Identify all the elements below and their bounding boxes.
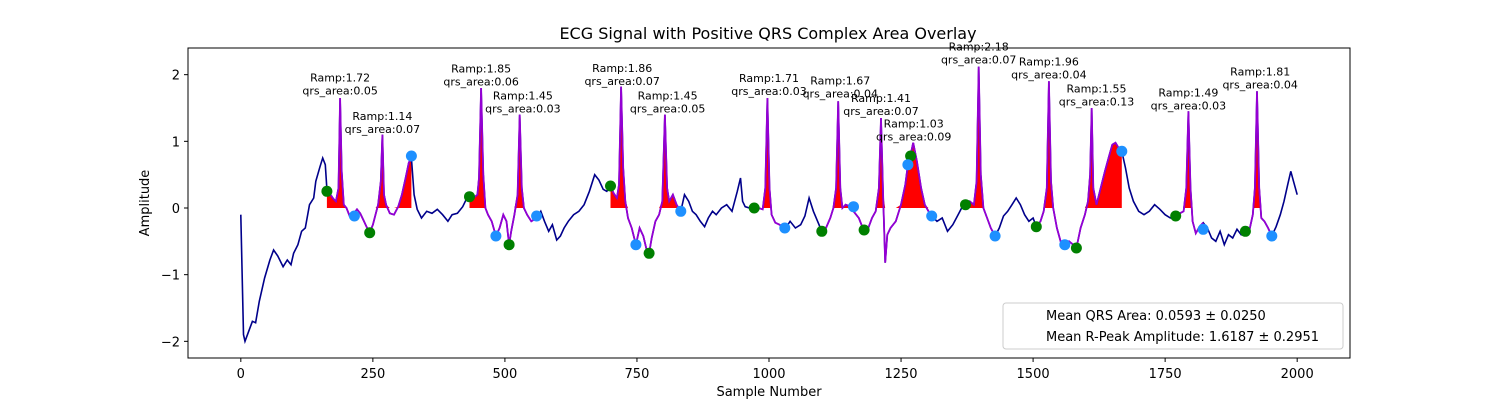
plot-area: Ramp:1.72qrs_area:0.05Ramp:1.14qrs_area:… [240, 41, 1298, 345]
beat-qrs-area-label-2: qrs_area:0.07 [345, 123, 420, 136]
qrs-area-fill-3 [469, 88, 496, 208]
beat-qrs-area-label-8: qrs_area:0.04 [803, 88, 878, 101]
beat-ramp-label-1: Ramp:1.72 [310, 71, 370, 84]
beat-ramp-label-14: Ramp:1.49 [1158, 87, 1218, 100]
beat-qrs-area-label-10: qrs_area:0.09 [876, 130, 951, 143]
beat-ramp-label-12: Ramp:1.96 [1019, 55, 1079, 68]
beat-ramp-label-13: Ramp:1.55 [1066, 83, 1126, 96]
y-tick-label: −2 [161, 335, 180, 350]
qrs-onset-marker-11 [960, 199, 971, 211]
qrs-onset-marker-3 [464, 191, 475, 203]
qrs-area-fill-2 [369, 134, 412, 208]
beat-ramp-label-2: Ramp:1.14 [352, 110, 412, 123]
beat-qrs-area-label-3: qrs_area:0.06 [443, 76, 518, 89]
qrs-offset-marker-1 [348, 210, 360, 222]
x-tick-label: 250 [360, 367, 385, 382]
qrs-offset-marker-11 [989, 230, 1001, 242]
x-tick-label: 1750 [1149, 367, 1182, 382]
beat-ramp-label-9: Ramp:1.41 [851, 92, 911, 105]
qrs-segment-5 [821, 101, 933, 263]
qrs-offset-marker-6 [675, 205, 687, 217]
beat-ramp-label-6: Ramp:1.45 [638, 89, 698, 102]
x-tick-label: 750 [625, 367, 650, 382]
x-tick-label: 0 [237, 367, 245, 382]
x-axis-label: Sample Number [716, 385, 822, 400]
qrs-offset-marker-7 [779, 222, 791, 234]
beat-qrs-area-label-5: qrs_area:0.07 [584, 75, 659, 88]
qrs-onset-marker-6 [643, 247, 655, 259]
y-tick-label: 0 [172, 202, 180, 217]
legend-box [1002, 302, 1344, 350]
qrs-onset-marker-8 [816, 225, 828, 237]
qrs-onset-marker-4 [503, 239, 515, 251]
qrs-segment-4 [753, 97, 786, 230]
qrs-segment-8 [1175, 111, 1204, 236]
x-tick-label: 2000 [1281, 367, 1314, 382]
beat-ramp-label-3: Ramp:1.85 [451, 63, 511, 76]
beat-ramp-label-8: Ramp:1.67 [810, 75, 870, 88]
qrs-onset-marker-10 [905, 150, 917, 162]
qrs-segment-7 [1035, 81, 1123, 250]
beat-qrs-area-label-1: qrs_area:0.05 [302, 84, 377, 97]
beat-qrs-area-label-14: qrs_area:0.03 [1151, 100, 1226, 113]
beat-qrs-area-label-11: qrs_area:0.07 [941, 54, 1016, 67]
y-tick-label: −1 [161, 269, 180, 284]
qrs-area-fill-5 [610, 86, 636, 208]
qrs-area-fill-6 [649, 114, 681, 208]
y-axis: −2 −1 0 1 2 [161, 69, 188, 350]
qrs-segment-2 [468, 87, 538, 245]
chart-title: ECG Signal with Positive QRS Complex Are… [559, 24, 976, 43]
qrs-offset-marker-4 [531, 210, 543, 222]
y-tick-label: 1 [172, 135, 180, 150]
beat-qrs-area-label-6: qrs_area:0.05 [630, 102, 705, 115]
qrs-onset-marker-9 [858, 224, 870, 236]
beat-ramp-label-7: Ramp:1.71 [739, 72, 799, 85]
legend-entry-qrs-area: Mean QRS Area: 0.0593 ± 0.0250 [1046, 309, 1266, 324]
x-tick-label: 1250 [884, 367, 917, 382]
beat-qrs-area-label-12: qrs_area:0.04 [1011, 68, 1086, 81]
x-axis: 0 250 500 750 1000 1250 1500 1750 2000 [237, 358, 1314, 382]
qrs-onset-marker-1 [321, 185, 333, 197]
qrs-offset-marker-14 [1197, 223, 1209, 235]
legend-entry-r-peak: Mean R-Peak Amplitude: 1.6187 ± 0.2951 [1046, 330, 1319, 345]
qrs-onset-marker-13 [1070, 242, 1082, 254]
qrs-offset-marker-15 [1266, 230, 1278, 242]
beat-ramp-label-15: Ramp:1.81 [1230, 65, 1290, 78]
beat-ramp-label-11: Ramp:2.18 [949, 41, 1009, 54]
qrs-onset-marker-5 [605, 180, 616, 192]
qrs-area-fill-12 [1076, 108, 1122, 208]
x-tick-label: 1500 [1017, 367, 1050, 382]
qrs-onset-marker-14 [1170, 210, 1182, 222]
qrs-offset-marker-5 [630, 239, 642, 251]
qrs-offset-marker-2 [405, 150, 417, 162]
beat-qrs-area-label-4: qrs_area:0.03 [485, 102, 560, 115]
y-tick-label: 2 [172, 69, 180, 84]
qrs-offset-marker-10 [926, 210, 938, 222]
beat-qrs-area-label-7: qrs_area:0.03 [731, 85, 806, 98]
qrs-segment-6 [964, 66, 996, 237]
x-tick-label: 500 [492, 367, 517, 382]
qrs-onset-marker-7 [748, 202, 760, 214]
legend: Mean QRS Area: 0.0593 ± 0.0250 Mean R-Pe… [1002, 302, 1344, 350]
beat-qrs-area-label-9: qrs_area:0.07 [843, 105, 918, 118]
qrs-offset-marker-9 [902, 159, 914, 171]
qrs-onset-marker-12 [1030, 221, 1042, 233]
qrs-offset-marker-3 [490, 230, 502, 242]
qrs-offset-marker-13 [1116, 145, 1128, 157]
qrs-offset-marker-8 [848, 201, 859, 213]
qrs-segment-9 [1245, 91, 1273, 237]
beat-ramp-label-5: Ramp:1.86 [592, 62, 652, 75]
beat-qrs-area-label-15: qrs_area:0.04 [1222, 78, 1297, 91]
beat-ramp-label-4: Ramp:1.45 [493, 89, 553, 102]
beat-ramp-label-10: Ramp:1.03 [884, 117, 944, 130]
x-tick-label: 1000 [752, 367, 785, 382]
beat-qrs-area-label-13: qrs_area:0.13 [1059, 96, 1134, 109]
qrs-onset-marker-2 [364, 227, 376, 239]
qrs-offset-marker-12 [1059, 239, 1071, 251]
qrs-segment-3 [609, 86, 682, 256]
qrs-onset-marker-15 [1239, 225, 1251, 237]
y-axis-label: Amplitude [138, 170, 153, 237]
